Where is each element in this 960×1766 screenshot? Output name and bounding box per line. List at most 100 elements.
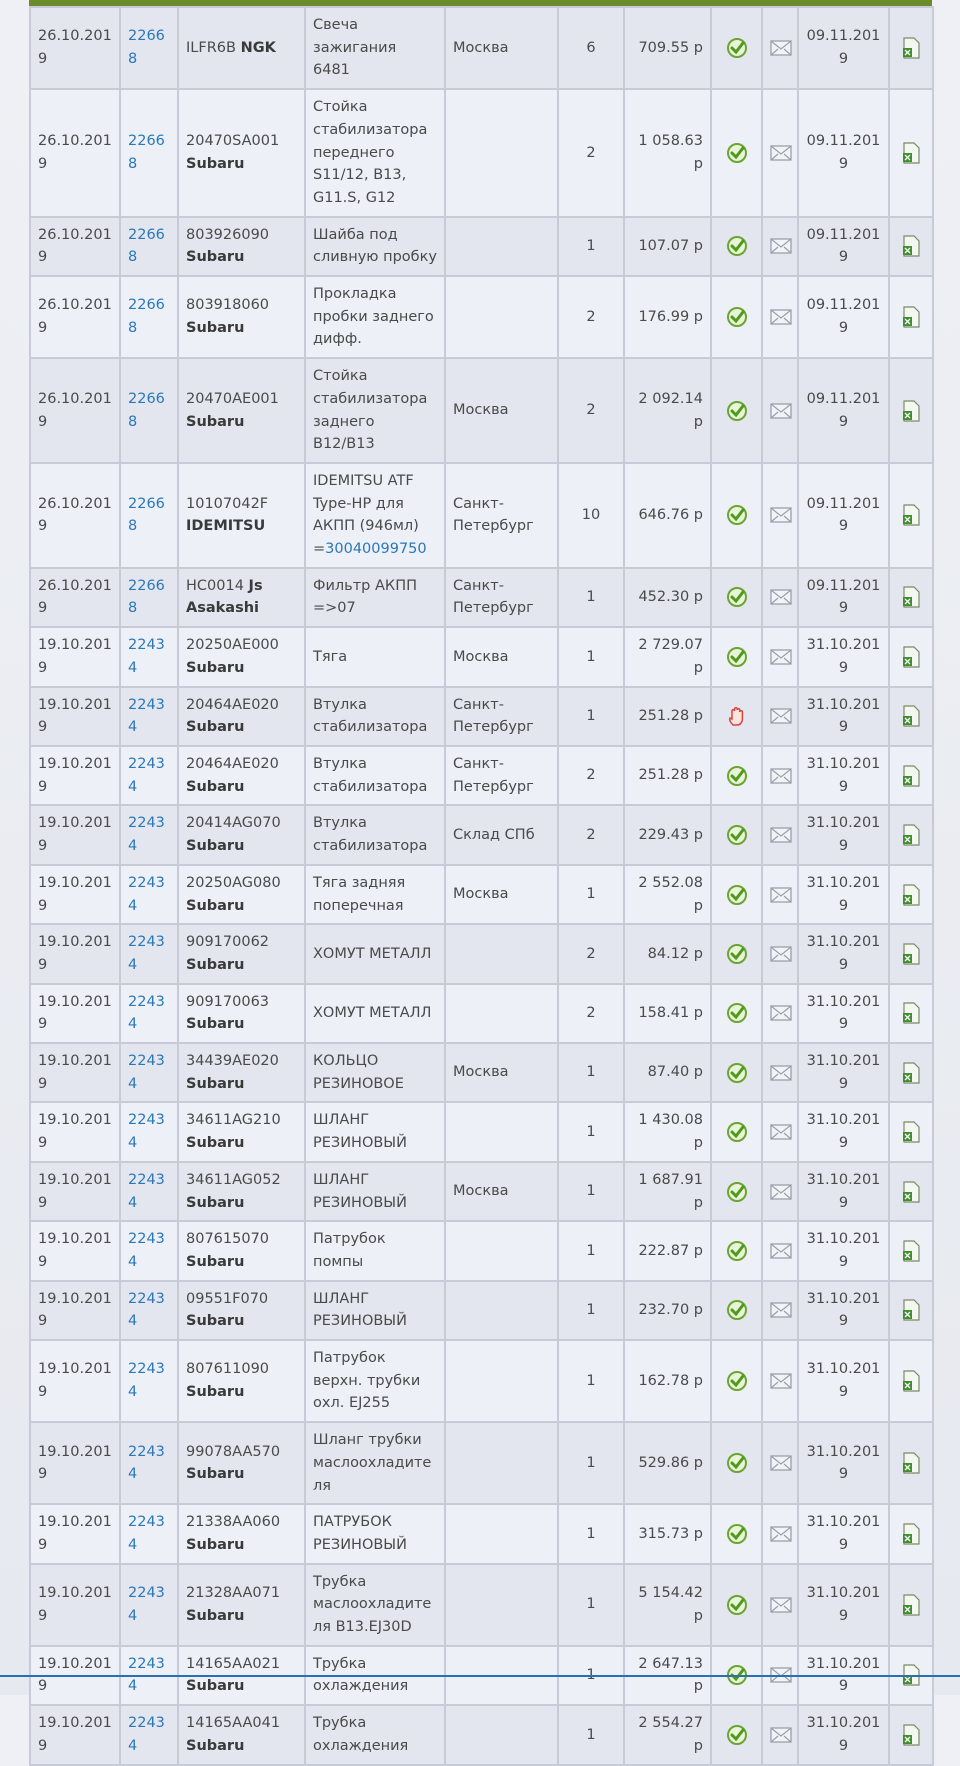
- mail-icon[interactable]: [770, 946, 792, 962]
- export-icon[interactable]: [897, 646, 925, 668]
- export-icon[interactable]: [897, 399, 925, 422]
- mail-icon[interactable]: [770, 1526, 792, 1542]
- qty-cell: 2: [557, 275, 625, 360]
- order-link[interactable]: 22668: [128, 577, 165, 617]
- export-icon[interactable]: [897, 235, 925, 257]
- mail-icon[interactable]: [770, 886, 792, 903]
- order-link[interactable]: 22434: [128, 1231, 165, 1270]
- export-icon[interactable]: [897, 1121, 925, 1143]
- export-icon[interactable]: [897, 142, 925, 164]
- export-icon[interactable]: [897, 1452, 925, 1474]
- mail-icon[interactable]: [770, 1455, 792, 1471]
- icon-graphic: [770, 309, 792, 325]
- export-icon[interactable]: [897, 306, 925, 328]
- order-link[interactable]: 22668: [128, 297, 165, 337]
- order-link[interactable]: 22434: [128, 934, 165, 973]
- export-icon[interactable]: [897, 1594, 925, 1616]
- export-icon[interactable]: [897, 586, 925, 609]
- mail-icon[interactable]: [770, 1597, 792, 1613]
- order-link[interactable]: 22434: [128, 1112, 165, 1152]
- price-cell: 2 554.27 р: [623, 1704, 712, 1766]
- part-cell: 14165AA041 Subaru: [177, 1704, 306, 1766]
- order-link[interactable]: 22434: [128, 1585, 165, 1624]
- mail-icon[interactable]: [770, 507, 792, 524]
- mail-icon[interactable]: [770, 145, 792, 161]
- delivery-date: 31.10.2019: [806, 1585, 881, 1624]
- part-name: ХОМУТ МЕТАЛЛ: [313, 1004, 432, 1021]
- export-icon[interactable]: [897, 37, 925, 59]
- icon-graphic: [770, 1005, 792, 1021]
- export-icon[interactable]: [897, 1370, 925, 1392]
- part-name: Стойка стабилизатора переднего S11/12, B…: [313, 99, 428, 206]
- icon-graphic: [770, 1597, 792, 1613]
- date-cell: 26.10.2019: [29, 88, 121, 218]
- mail-icon[interactable]: [770, 1065, 792, 1081]
- export-icon[interactable]: [897, 1180, 925, 1203]
- mail-icon[interactable]: [770, 708, 792, 724]
- mail-icon[interactable]: [770, 1302, 792, 1318]
- order-link[interactable]: 22668: [128, 133, 165, 172]
- order-link[interactable]: 22434: [128, 637, 165, 676]
- export-icon[interactable]: [897, 1002, 925, 1024]
- export-icon[interactable]: [897, 1062, 925, 1084]
- mail-icon[interactable]: [770, 402, 792, 419]
- order-link[interactable]: 22668: [128, 390, 165, 430]
- export-icon[interactable]: [897, 504, 925, 526]
- order-link[interactable]: 22434: [128, 696, 165, 736]
- export-icon[interactable]: [897, 705, 925, 727]
- icon-graphic: [770, 40, 792, 56]
- status-icon: [719, 705, 754, 727]
- icon-graphic: [726, 1724, 747, 1745]
- delivery-cell: 09.11.2019: [797, 566, 890, 629]
- order-link[interactable]: 22434: [128, 1171, 165, 1211]
- order-date: 26.10.2019: [38, 133, 112, 172]
- part-name-link[interactable]: 30040099750: [325, 541, 427, 558]
- mail-icon[interactable]: [770, 40, 792, 56]
- order-link[interactable]: 22434: [128, 1361, 165, 1401]
- status-cell: [710, 566, 763, 629]
- mail-icon[interactable]: [770, 1373, 792, 1389]
- order-link[interactable]: 22434: [128, 1514, 165, 1553]
- part-number: 99078AA570: [186, 1443, 281, 1460]
- order-link[interactable]: 22668: [128, 28, 165, 68]
- export-icon[interactable]: [897, 765, 925, 787]
- mail-icon[interactable]: [770, 589, 792, 606]
- mail-icon[interactable]: [770, 827, 792, 843]
- order-link[interactable]: 22668: [128, 226, 165, 266]
- export-icon[interactable]: [897, 883, 925, 906]
- mail-icon[interactable]: [770, 238, 792, 254]
- part-cell: 20250AG080 Subaru: [177, 863, 306, 926]
- export-icon[interactable]: [897, 1724, 925, 1746]
- part-cell: ILFR6B NGK: [177, 5, 306, 91]
- status-icon: [719, 1370, 754, 1392]
- order-link[interactable]: 22434: [128, 1053, 165, 1092]
- order-link[interactable]: 22434: [128, 874, 165, 914]
- quantity: 1: [586, 237, 596, 254]
- export-icon[interactable]: [897, 1299, 925, 1321]
- quantity: 2: [586, 308, 596, 325]
- order-link[interactable]: 22668: [128, 495, 165, 535]
- mail-icon[interactable]: [770, 1243, 792, 1259]
- mail-icon[interactable]: [770, 1183, 792, 1200]
- export-icon[interactable]: [897, 1240, 925, 1262]
- order-link[interactable]: 22434: [128, 755, 165, 795]
- table-row: 26.10.2019 22668 ILFR6B NGK Свеча зажигания…: [29, 5, 934, 91]
- mail-icon[interactable]: [770, 1005, 792, 1021]
- mail-icon[interactable]: [770, 649, 792, 665]
- export-icon[interactable]: [897, 1523, 925, 1545]
- order-link[interactable]: 22434: [128, 1655, 165, 1695]
- order-link[interactable]: 22434: [128, 1290, 165, 1330]
- mail-icon[interactable]: [770, 1727, 792, 1743]
- export-icon[interactable]: [897, 943, 925, 965]
- export-icon[interactable]: [897, 824, 925, 846]
- order-link[interactable]: 22434: [128, 1443, 165, 1483]
- order-link[interactable]: 22434: [128, 993, 165, 1033]
- order-link[interactable]: 22434: [128, 1715, 165, 1754]
- order-link[interactable]: 22434: [128, 815, 165, 855]
- name-cell: Шланг трубки маслоохладителя: [304, 1421, 446, 1506]
- mail-icon[interactable]: [770, 1124, 792, 1140]
- mail-icon[interactable]: [770, 768, 792, 784]
- mail-icon[interactable]: [770, 309, 792, 325]
- table-row: 26.10.2019 22668 20470SA001 Subaru Стойка с…: [29, 88, 934, 218]
- table-row: 26.10.2019 22668 10107042F IDEMITSU IDEMITS…: [29, 461, 934, 569]
